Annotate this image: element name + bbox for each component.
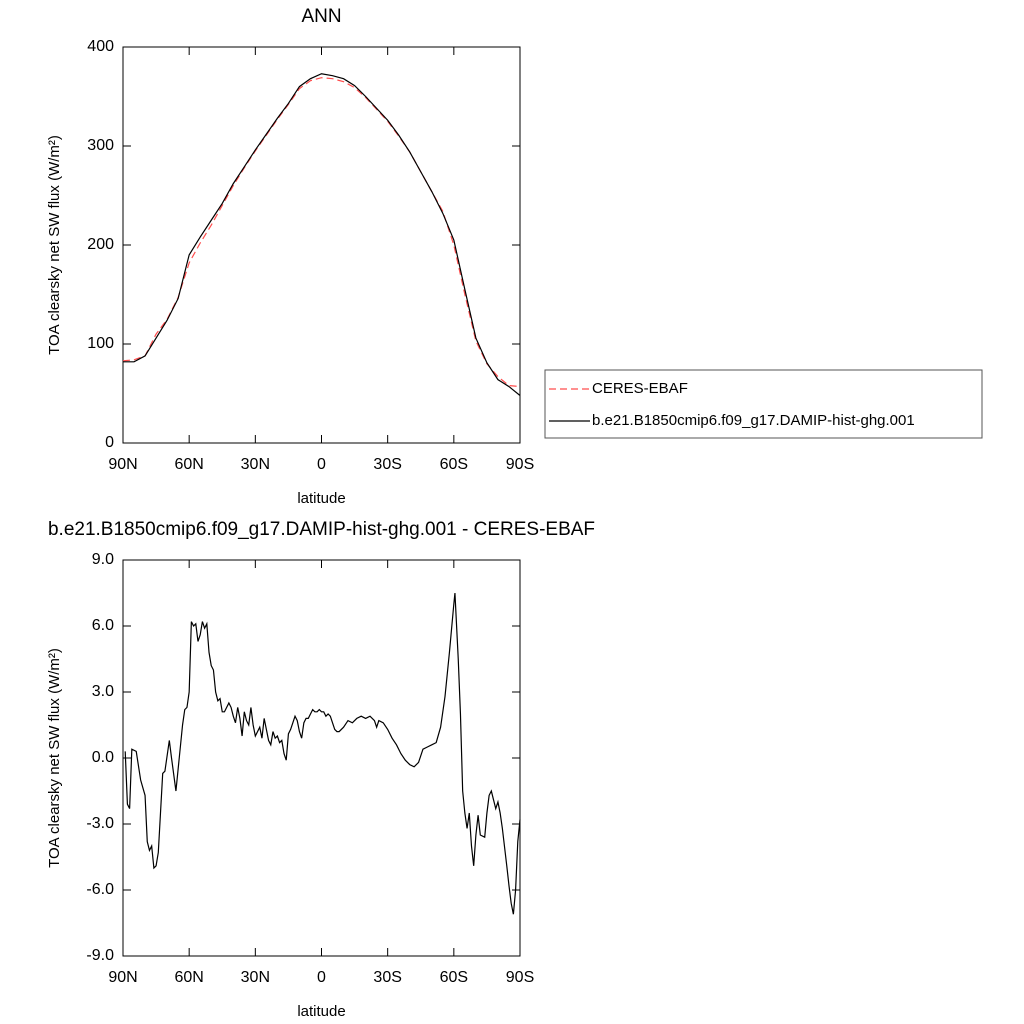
chart-title: ANN <box>301 6 341 27</box>
x-axis-label: latitude <box>297 490 345 507</box>
y-tick-label: 0.0 <box>92 749 114 766</box>
y-tick-label: 400 <box>87 38 114 55</box>
y-tick-label: 6.0 <box>92 617 114 634</box>
x-tick-label: 0 <box>317 969 326 986</box>
data-line <box>122 77 521 388</box>
x-tick-label: 60S <box>440 456 468 473</box>
legend-label: b.e21.B1850cmip6.f09_g17.DAMIP-hist-ghg.… <box>592 412 915 429</box>
legend-label: CERES-EBAF <box>592 380 688 397</box>
x-tick-label: 90N <box>108 456 137 473</box>
data-line <box>123 73 521 396</box>
plot-frame <box>122 559 521 957</box>
x-tick-label: 30N <box>241 456 270 473</box>
x-tick-label: 90S <box>506 456 534 473</box>
x-tick-label: 90S <box>506 969 534 986</box>
x-tick-label: 60N <box>174 456 203 473</box>
y-tick-label: 300 <box>87 137 114 154</box>
y-tick-label: 100 <box>87 335 114 352</box>
y-axis-label: TOA clearsky net SW flux (W/m²) <box>46 648 63 868</box>
y-tick-label: 200 <box>87 236 114 253</box>
y-axis-label: TOA clearsky net SW flux (W/m²) <box>46 135 63 355</box>
y-tick-label: -3.0 <box>86 815 114 832</box>
y-tick-label: -6.0 <box>86 881 114 898</box>
x-tick-label: 60S <box>440 969 468 986</box>
chart-title: b.e21.B1850cmip6.f09_g17.DAMIP-hist-ghg.… <box>48 519 595 540</box>
data-line <box>124 592 521 915</box>
x-tick-label: 60N <box>174 969 203 986</box>
y-tick-label: 3.0 <box>92 683 114 700</box>
x-tick-label: 0 <box>317 456 326 473</box>
x-tick-label: 90N <box>108 969 137 986</box>
y-tick-label: -9.0 <box>86 947 114 964</box>
legend-box <box>544 369 983 439</box>
y-tick-label: 9.0 <box>92 551 114 568</box>
x-tick-label: 30S <box>373 969 401 986</box>
y-tick-label: 0 <box>105 434 114 451</box>
x-tick-label: 30N <box>241 969 270 986</box>
x-tick-label: 30S <box>373 456 401 473</box>
plot-frame <box>122 46 521 444</box>
x-axis-label: latitude <box>297 1003 345 1020</box>
